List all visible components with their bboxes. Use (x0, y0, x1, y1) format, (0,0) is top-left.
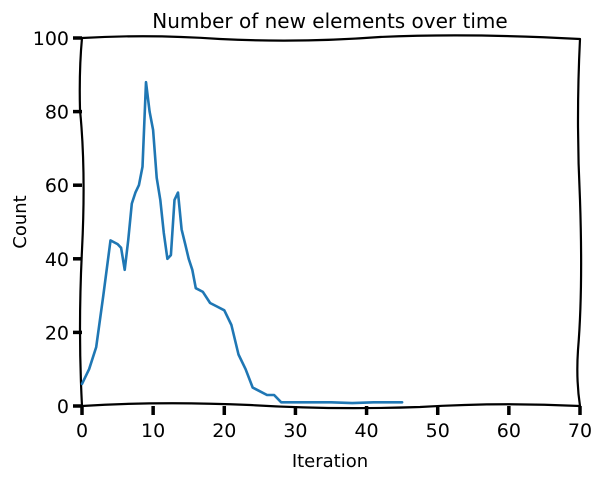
y-tick-label: 40 (45, 249, 69, 271)
x-axis-label: Iteration (292, 451, 368, 472)
y-tick-label: 0 (57, 396, 69, 418)
x-tick-label: 0 (76, 420, 88, 442)
y-tick-label: 60 (45, 175, 69, 197)
series-line (80, 80, 404, 405)
y-tick-label: 20 (45, 322, 69, 344)
y-axis-label: Count (10, 195, 31, 248)
chart-title: Number of new elements over time (152, 9, 507, 33)
y-tick-label: 80 (45, 102, 69, 124)
plot-frame (78, 34, 583, 410)
x-tick-label: 30 (283, 420, 307, 442)
axis-tick-labels: 0 10 20 30 40 50 60 70 0 20 40 60 80 100 (33, 28, 592, 442)
x-tick-label: 60 (497, 420, 521, 442)
x-tick-label: 10 (141, 420, 165, 442)
x-tick-label: 70 (568, 420, 592, 442)
x-tick-label: 50 (426, 420, 450, 442)
x-tick-label: 40 (354, 420, 378, 442)
axis-ticks (73, 36, 582, 415)
x-tick-label: 20 (212, 420, 236, 442)
y-tick-label: 100 (33, 28, 69, 50)
